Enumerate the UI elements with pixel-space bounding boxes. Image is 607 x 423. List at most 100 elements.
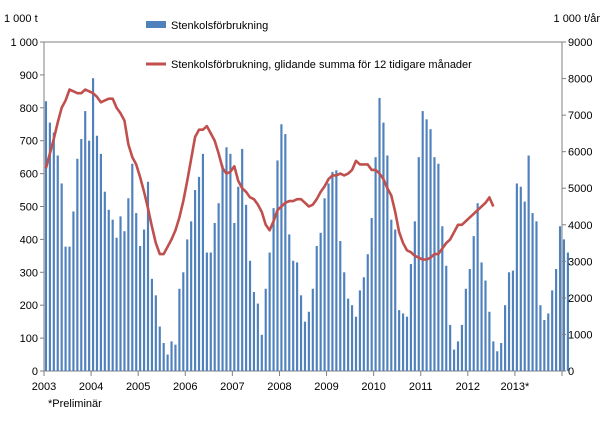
bar <box>91 78 95 371</box>
bar <box>123 231 126 371</box>
bar <box>409 264 412 371</box>
bar <box>88 140 91 371</box>
bar <box>111 219 114 371</box>
y-right-tick-label: 3000 <box>568 256 592 268</box>
x-tick-label: 2013* <box>501 381 530 393</box>
left-unit-label: 1 000 t <box>4 13 38 25</box>
bar <box>303 321 307 371</box>
bar <box>146 181 150 371</box>
bar <box>500 343 503 371</box>
bar <box>76 158 79 371</box>
bar <box>331 171 334 371</box>
bar <box>441 226 444 371</box>
bar <box>480 262 483 371</box>
bar <box>319 232 322 371</box>
bar <box>468 269 471 371</box>
bar <box>523 201 526 371</box>
bar <box>358 290 361 371</box>
bar <box>174 344 177 371</box>
bar <box>354 316 358 371</box>
y-right-tick-label: 1000 <box>568 329 592 341</box>
bar <box>398 310 401 371</box>
y-left-tick-label: 300 <box>20 267 38 279</box>
bar <box>453 349 456 371</box>
bar <box>84 111 87 371</box>
legend-line-label: Stenkolsförbrukning, glidande summa för … <box>171 59 472 71</box>
bar <box>221 165 224 372</box>
bar <box>170 341 173 371</box>
bar <box>527 155 530 371</box>
y-left-tick-label: 400 <box>20 234 38 246</box>
bar <box>48 122 51 371</box>
y-left-tick-label: 800 <box>20 103 38 115</box>
bar <box>405 316 409 371</box>
bar <box>201 153 205 371</box>
bar <box>555 269 558 371</box>
bar <box>229 153 232 371</box>
bar <box>60 183 63 371</box>
bar <box>511 270 515 371</box>
bar <box>531 213 534 371</box>
x-tick-label: 2008 <box>267 381 291 393</box>
bar <box>382 122 385 371</box>
bar <box>217 203 220 371</box>
bar <box>142 229 146 371</box>
bar <box>433 157 436 371</box>
bar <box>456 341 460 371</box>
y-right-tick-label: 0 <box>568 366 574 378</box>
bar <box>558 226 562 371</box>
bar <box>543 320 546 371</box>
bar <box>178 288 181 371</box>
bar <box>245 204 248 371</box>
bar <box>205 252 208 371</box>
right-unit-label: 1 000 t/år <box>554 13 601 25</box>
bar <box>260 334 263 371</box>
bar <box>413 221 416 371</box>
y-left-tick-label: 600 <box>20 169 38 181</box>
bar <box>80 139 83 371</box>
y-left-tick-label: 700 <box>20 136 38 148</box>
x-tick-label: 2005 <box>126 381 150 393</box>
bar <box>496 351 499 371</box>
bar <box>103 191 106 371</box>
x-tick-label: 2010 <box>361 381 385 393</box>
bar <box>484 280 487 371</box>
y-left-tick-label: 900 <box>20 70 38 82</box>
bar <box>347 298 350 371</box>
bar <box>299 295 303 371</box>
y-right-tick-label: 5000 <box>568 183 592 195</box>
bar <box>296 262 299 371</box>
bar <box>158 326 161 371</box>
bar <box>233 222 236 371</box>
bar <box>311 288 314 371</box>
bar <box>276 160 279 371</box>
bar <box>472 236 475 371</box>
bar <box>476 203 479 371</box>
bar <box>56 155 59 371</box>
bar <box>547 313 550 371</box>
bar <box>292 260 295 371</box>
plot-frame <box>43 41 563 372</box>
bar <box>323 198 326 371</box>
y-right-tick-label: 9000 <box>568 37 592 49</box>
y-left-tick-label: 1 000 <box>10 37 38 49</box>
line-path <box>44 88 495 261</box>
x-tick-label: 2006 <box>173 381 197 393</box>
bar <box>256 303 259 371</box>
bar <box>194 190 197 371</box>
bar <box>135 213 138 371</box>
y-left-tick-label: 100 <box>20 333 38 345</box>
bar <box>401 313 405 371</box>
bar <box>535 221 538 371</box>
legend-bar-swatch <box>146 21 166 28</box>
bar <box>488 311 491 371</box>
bar <box>551 290 554 371</box>
bar <box>166 354 169 371</box>
bar <box>327 183 330 371</box>
bar <box>190 221 193 371</box>
bar <box>95 135 99 371</box>
bar <box>248 260 252 371</box>
bar <box>343 272 346 371</box>
bar <box>182 272 185 371</box>
